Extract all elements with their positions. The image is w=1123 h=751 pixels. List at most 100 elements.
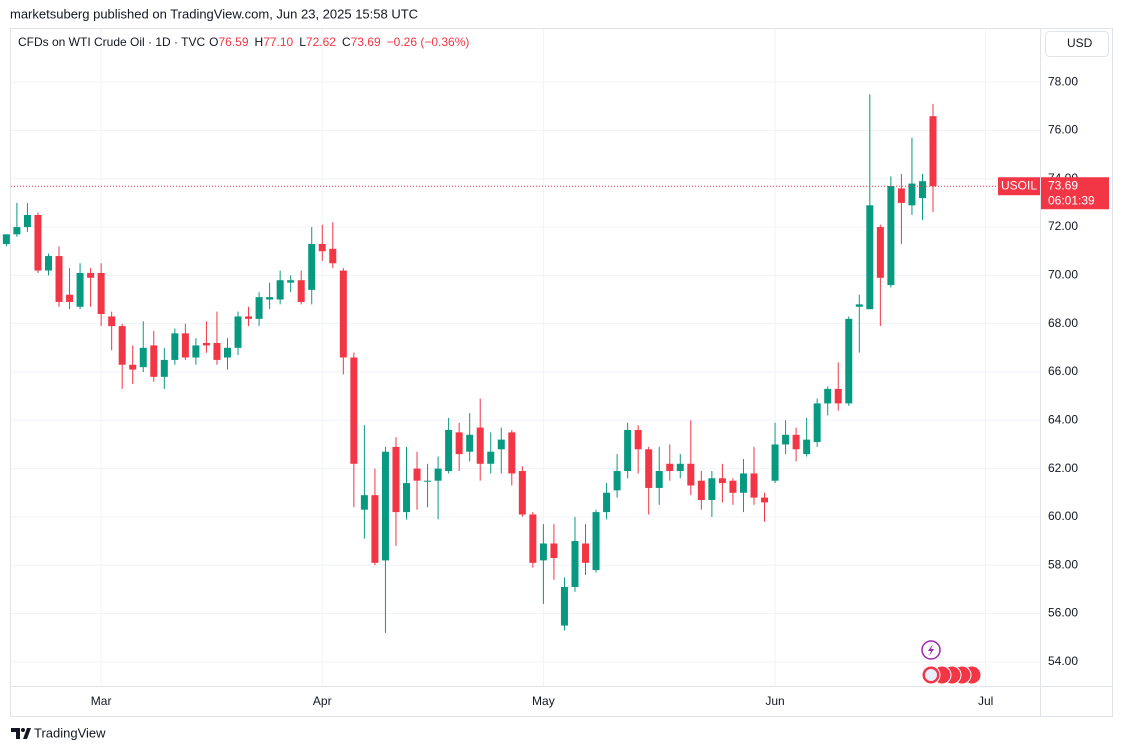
chart-frame xyxy=(10,28,1113,717)
candles xyxy=(2,94,937,633)
candle-body xyxy=(287,280,295,283)
candle-body xyxy=(255,297,263,319)
legend-key: L xyxy=(299,35,306,49)
candle-body xyxy=(245,316,253,319)
candle-body xyxy=(66,294,74,302)
candle-body xyxy=(897,188,905,203)
candle-body xyxy=(129,364,137,370)
candle-body xyxy=(350,357,358,464)
candle-body xyxy=(603,492,611,513)
x-tick-label: May xyxy=(532,694,555,708)
candle-body xyxy=(413,468,421,481)
price-tag xyxy=(1041,177,1109,210)
legend-key: C xyxy=(342,35,351,49)
candle-body xyxy=(2,234,10,244)
candle-body xyxy=(624,429,632,472)
candle-body xyxy=(118,326,126,365)
logo-dot xyxy=(21,728,25,732)
candle-body xyxy=(108,316,116,327)
tradingview-logo xyxy=(11,728,31,739)
candle-body xyxy=(13,227,21,235)
currency: USD xyxy=(1067,36,1093,50)
brand: TradingView xyxy=(34,725,106,740)
candle-body xyxy=(560,586,568,626)
candle-body xyxy=(445,429,453,472)
candle-body xyxy=(371,495,379,563)
countdown: 06:01:39 xyxy=(1048,193,1095,207)
candle-body xyxy=(866,205,874,310)
candle-body xyxy=(181,333,189,358)
candle-body xyxy=(834,388,842,404)
candle-body xyxy=(202,343,210,346)
y-tick-label: 70.00 xyxy=(1048,268,1078,282)
candle-body xyxy=(434,468,442,481)
candle-body xyxy=(476,427,484,464)
legend-value: 76.59 xyxy=(218,35,248,49)
candle-body xyxy=(550,543,558,558)
candle-body xyxy=(403,483,410,513)
currency-button[interactable] xyxy=(1045,31,1109,57)
lightning-glyph xyxy=(928,644,934,656)
y-tick-label: 66.00 xyxy=(1048,364,1078,378)
candle-body xyxy=(76,272,84,307)
y-tick-label: 54.00 xyxy=(1048,654,1078,668)
candle-body xyxy=(613,471,621,491)
candle-body xyxy=(171,333,179,360)
candle-body xyxy=(718,478,726,484)
candle-body xyxy=(539,543,547,561)
candle-body xyxy=(497,439,505,450)
candle-body xyxy=(729,480,737,493)
candle-body xyxy=(360,495,368,510)
candle-body xyxy=(687,463,695,486)
candle-body xyxy=(339,270,347,358)
candle-body xyxy=(392,446,400,513)
grid xyxy=(11,29,1040,686)
candle-body xyxy=(813,403,821,443)
legend: CFDs on WTI Crude Oil · 1D · TVC O76.59 H7… xyxy=(18,35,469,49)
event-icons xyxy=(921,640,982,685)
y-tick-label: 60.00 xyxy=(1048,509,1078,523)
candle-body xyxy=(750,473,758,498)
candle-body xyxy=(792,434,800,450)
candle-body xyxy=(23,214,31,228)
symbol-label: USOIL xyxy=(1001,178,1037,192)
logo-mark xyxy=(11,728,31,739)
x-tick-label: Apr xyxy=(313,694,332,708)
candle-body xyxy=(855,304,863,307)
candle-body xyxy=(739,473,747,493)
x-tick-label: Jul xyxy=(978,694,993,708)
candle-body xyxy=(308,243,316,290)
candle-body xyxy=(97,272,105,315)
candle-body xyxy=(34,214,42,271)
price-tag-value: 73.69 xyxy=(1048,178,1078,192)
candle-body xyxy=(150,345,158,377)
candle-body xyxy=(782,434,790,445)
candle-body xyxy=(55,256,63,302)
legend-value: 77.10 xyxy=(263,35,293,49)
x-tick-label: Jun xyxy=(765,694,784,708)
y-tick-label: 76.00 xyxy=(1048,123,1078,137)
candle-body xyxy=(508,432,516,474)
legend-value: 72.62 xyxy=(306,35,336,49)
candle-body xyxy=(929,116,937,187)
candle-body xyxy=(876,227,884,278)
candle-body xyxy=(455,432,463,455)
candle-body xyxy=(771,444,779,481)
candle-body xyxy=(529,514,537,563)
legend-value: 73.69 xyxy=(351,35,381,49)
candle-body xyxy=(845,318,853,404)
y-tick-label: 62.00 xyxy=(1048,461,1078,475)
candle-body xyxy=(318,243,326,252)
legend-key: H xyxy=(255,35,264,49)
candle-body xyxy=(44,256,52,271)
y-tick-label: 72.00 xyxy=(1048,219,1078,233)
candle-body xyxy=(160,359,168,377)
flag-glyph xyxy=(925,669,937,681)
publisher-line: marketsuberg published on TradingView.co… xyxy=(10,6,418,21)
candle-body xyxy=(761,497,769,503)
candle-body xyxy=(655,471,663,488)
y-tick-label: 68.00 xyxy=(1048,316,1078,330)
candle-body xyxy=(824,388,832,404)
candle-body xyxy=(908,183,916,206)
